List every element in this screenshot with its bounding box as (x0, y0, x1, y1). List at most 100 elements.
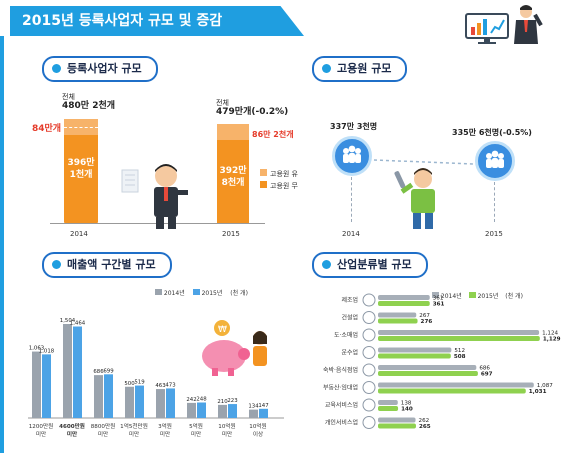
industry-value-label: 361 (433, 302, 445, 308)
industry-bar-2015 (378, 423, 416, 429)
sales-category-label: 미만 (36, 430, 46, 438)
industry-value-label: 686 (479, 366, 490, 372)
bullet-icon (52, 259, 61, 269)
presenter-icon (506, 4, 546, 52)
sales-category-label: 10억원 (249, 422, 266, 430)
employees-2015-value: 335만 6천명(-0.5%) (452, 128, 532, 137)
industry-category-label: 교육서비스업 (325, 401, 358, 409)
bullet-icon (322, 259, 331, 269)
sales-value-label: 210 (217, 399, 228, 405)
legend-item-with: 고용원 유 (260, 168, 298, 180)
industry-value-label: 1,087 (537, 383, 553, 389)
sales-bar-2014 (218, 404, 227, 418)
legend-swatch-with (260, 169, 267, 176)
total-2015: 전체 479만개(-0.2%) (216, 99, 296, 117)
sales-category-label: 4600만원 (59, 422, 85, 430)
industry-category-label: 운수업 (341, 349, 358, 357)
industry-bar-2015 (378, 353, 451, 359)
sales-bar-2014 (187, 402, 196, 418)
sales-category-label: 미만 (129, 430, 139, 438)
legend-swatch-ind-2015 (468, 292, 476, 298)
sales-bar-2015 (166, 388, 175, 418)
sales-bar-2014 (125, 386, 134, 418)
industry-value-label: 276 (421, 319, 433, 325)
employees-2014-value: 337만 3천명 (330, 122, 378, 131)
left-accent-stripe (0, 36, 4, 453)
employees-2015-drop-line (494, 182, 495, 222)
sales-value-label: 1,464 (70, 321, 86, 327)
sales-bar-2014 (63, 324, 72, 418)
bar-2014-dashed-divider (64, 127, 98, 128)
without-employees-2014: 396만 1천개 (67, 158, 95, 180)
sales-bar-2014 (249, 409, 258, 418)
industry-category-icon (362, 328, 376, 342)
industry-category-label: 제조업 (341, 296, 358, 304)
industry-bar-2015 (378, 336, 540, 341)
sales-category-label: 미만 (160, 430, 170, 438)
industry-value-label: 140 (401, 407, 413, 413)
section-sales-label: 매출액 구간별 규모 (67, 258, 156, 271)
sales-value-label: 473 (165, 382, 175, 388)
sales-value-label: 699 (103, 368, 114, 374)
sales-value-label: 463 (155, 383, 165, 389)
sales-bar-2014 (94, 375, 103, 418)
year-2015-label: 2015 (222, 230, 240, 238)
industry-value-label: 265 (419, 424, 431, 430)
total-2015-value: 479만개(-0.2%) (216, 107, 289, 117)
legend-label-sales-2015: 2015년 (201, 290, 223, 297)
section-sales-title: 매출액 구간별 규모 (42, 252, 172, 278)
industry-category-icon (362, 346, 376, 359)
sales-value-label: 519 (134, 380, 145, 386)
bar-2014-without-employees (64, 135, 98, 223)
sales-bar-2015 (73, 326, 82, 418)
bullet-icon (322, 63, 331, 73)
industry-bar-2014 (378, 347, 452, 353)
legend-industry: 2014년 2015년 (천 개) (432, 291, 523, 300)
industry-category-label: 도·소매업 (334, 331, 358, 339)
total-2014: 전체 480만 2천개 (62, 93, 132, 111)
sales-category-label: 8800만원 (91, 422, 116, 430)
employees-2014-drop-line (351, 177, 352, 222)
legend-unit-industry: (천 개) (505, 293, 523, 300)
legend-label-with: 고용원 유 (270, 170, 298, 178)
employees-year-2014: 2014 (342, 230, 360, 238)
industry-bar-2015 (378, 318, 418, 324)
industry-bar-2015 (378, 406, 399, 411)
industry-bar-2014 (378, 400, 398, 405)
total-2015-label: 전체 (216, 99, 229, 107)
sales-value-label: 1,063 (29, 346, 44, 352)
industry-value-label: 1,129 (543, 337, 561, 343)
svg-text:₩: ₩ (218, 325, 227, 335)
sales-value-label: 500 (124, 381, 135, 387)
industry-value-label: 361 (433, 296, 444, 302)
industry-value-label: 1,031 (529, 389, 547, 395)
without-employees-2015: 392만 8천개 (219, 166, 247, 188)
industry-value-label: 512 (454, 348, 465, 354)
sales-category-label: 미만 (191, 430, 201, 438)
legend-sales: 2014년 2015년 (천 개) (155, 288, 248, 297)
industry-value-label: 1,124 (542, 331, 558, 337)
sales-category-label: 3억원 (158, 422, 172, 430)
industry-bar-2015 (378, 301, 430, 306)
legend-swatch-sales-2015 (192, 289, 200, 295)
section-registered-label: 등록사업자 규모 (67, 62, 142, 75)
sales-bar-2015 (104, 374, 113, 418)
section-industry-title: 산업분류별 규모 (312, 252, 428, 278)
industry-bar-2014 (378, 330, 540, 335)
sales-category-label: 1억5천만원 (120, 422, 148, 430)
legend-swatch-without (260, 181, 267, 188)
legend-label-ind-2014: 2014년 (440, 293, 462, 300)
sales-value-label: 242 (186, 397, 196, 403)
legend-label-ind-2015: 2015년 (477, 293, 499, 300)
industry-bar-2015 (378, 371, 478, 376)
industry-category-label: 부동산·임대업 (323, 384, 358, 392)
industry-category-icon (362, 293, 376, 307)
industry-value-label: 508 (454, 354, 466, 360)
sales-value-label: 248 (196, 397, 207, 403)
total-2014-value: 480만 2천개 (62, 101, 116, 111)
employees-2014-people-icon (332, 136, 372, 176)
industry-value-label: 267 (419, 313, 430, 319)
with-employees-2014: 84만개 (32, 124, 62, 134)
